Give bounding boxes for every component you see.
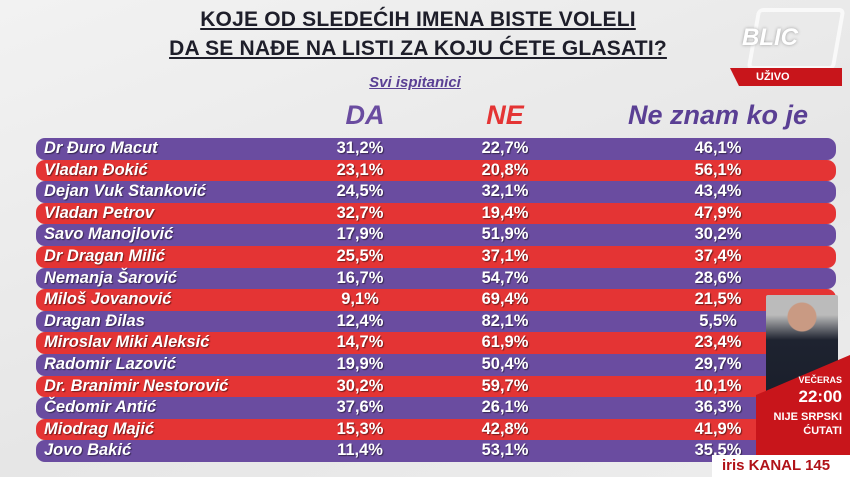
promo-show-line-1: NIJE SRPSKI [773,411,842,423]
ne-znam-value: 30,2% [694,225,742,244]
title-line-2: DA SE NAĐE NA LISTI ZA KOJU ĆETE GLASATI… [169,37,667,60]
results-table: Dr Đuro Macut 31,2% 22,7% 46,1% Vladan Đo… [36,138,836,462]
ne-value: 69,4% [481,290,529,309]
table-row: Vladan Petrov 32,7% 19,4% 47,9% [36,202,836,225]
subtitle: Svi ispitanici [369,74,461,91]
candidate-name: Vladan Petrov [44,203,155,222]
ne-value: 26,1% [481,398,529,417]
table-row: Dr. Branimir Nestorović 30,2% 59,7% 10,1… [36,375,836,398]
column-header-ne: NE [486,100,524,130]
candidate-name: Dr Dragan Milić [44,246,166,265]
candidate-name: Čedomir Antić [44,398,157,417]
promo-label: VEČERAS [798,375,842,385]
table-row: Dr Đuro Macut 31,2% 22,7% 46,1% [36,138,836,160]
table-row: Jovo Bakić 11,4% 53,1% 35,5% [36,440,836,462]
da-value: 11,4% [337,441,383,460]
ne-znam-value: 56,1% [694,160,742,179]
show-promo: VEČERAS 22:00 NIJE SRPSKI ĆUTATI [756,295,850,455]
candidate-name: Dr Đuro Macut [44,139,158,157]
ne-value: 19,4% [481,203,529,222]
table-row: Savo Manojlović 17,9% 51,9% 30,2% [36,224,836,246]
da-value: 31,2% [336,139,384,157]
da-value: 16,7% [336,268,384,287]
candidate-name: Dr. Branimir Nestorović [44,376,229,395]
ne-znam-value: 46,1% [694,139,742,157]
table-row: Miloš Jovanović 9,1% 69,4% 21,5% [36,289,836,311]
candidate-name: Dejan Vuk Stanković [44,182,207,201]
promo-show-line-2: ĆUTATI [803,425,842,437]
da-value: 9,1% [341,290,379,309]
ne-znam-value: 10,1% [694,376,742,395]
da-value: 25,5% [336,246,384,265]
da-value: 17,9% [336,225,384,244]
blic-logo: BLIC [742,24,798,51]
table-row: Miodrag Majić 15,3% 42,8% 41,9% [36,418,836,441]
ne-znam-value: 47,9% [694,203,742,222]
ne-value: 53,1% [481,441,529,460]
da-value: 32,7% [336,203,384,222]
candidate-name: Nemanja Šarović [44,268,177,287]
candidate-name: Miroslav Miki Aleksić [44,333,210,352]
table-row: Radomir Lazović 19,9% 50,4% 29,7% [36,353,836,376]
table-row: Miroslav Miki Aleksić 14,7% 61,9% 23,4% [36,332,836,354]
da-value: 19,9% [336,354,384,373]
ne-value: 20,8% [481,160,529,179]
da-value: 14,7% [336,333,384,352]
da-value: 15,3% [336,419,384,438]
table-row: Čedomir Antić 37,6% 26,1% 36,3% [36,397,836,419]
ne-znam-value: 37,4% [694,246,742,265]
candidate-name: Savo Manojlović [44,225,174,244]
ne-znam-value: 36,3% [694,398,742,417]
ne-value: 54,7% [481,268,529,287]
promo-time: 22:00 [798,387,842,406]
da-value: 23,1% [336,160,384,179]
da-value: 37,6% [336,398,384,417]
live-badge: UŽIVO [730,68,842,86]
table-row: Vladan Đokić 23,1% 20,8% 56,1% [36,159,836,182]
ne-znam-value: 23,4% [694,333,742,352]
ne-znam-value: 35,5% [694,441,742,460]
candidate-name: Miloš Jovanović [44,290,172,309]
ne-value: 51,9% [481,225,529,244]
ne-znam-value: 28,6% [694,268,742,287]
ne-value: 61,9% [481,333,529,352]
channel-bar: iris KANAL 145 [712,455,850,477]
table-row: Dr Dragan Milić 25,5% 37,1% 37,4% [36,245,836,268]
ne-znam-value: 29,7% [694,354,742,373]
da-value: 24,5% [336,182,384,201]
table-row: Dejan Vuk Stanković 24,5% 32,1% 43,4% [36,181,836,203]
ne-value: 82,1% [481,311,529,330]
da-value: 30,2% [336,376,384,395]
table-row: Nemanja Šarović 16,7% 54,7% 28,6% [36,267,836,290]
da-value: 12,4% [336,311,384,330]
candidate-name: Radomir Lazović [44,354,177,373]
ne-znam-value: 21,5% [694,290,742,309]
candidate-name: Dragan Đilas [44,311,145,330]
ne-value: 32,1% [481,182,529,201]
ne-znam-value: 5,5% [699,311,737,330]
column-header-da: DA [345,100,385,130]
candidate-name: Jovo Bakić [44,441,132,460]
ne-value: 50,4% [481,354,529,373]
ne-znam-value: 41,9% [694,419,742,438]
ne-value: 42,8% [481,419,529,438]
table-row: Dragan Đilas 12,4% 82,1% 5,5% [36,310,836,333]
ne-znam-value: 43,4% [694,182,742,201]
candidate-name: Miodrag Majić [44,419,155,438]
ne-value: 22,7% [481,139,529,157]
column-header-ne-znam: Ne znam ko je [627,100,809,130]
candidate-name: Vladan Đokić [44,160,148,179]
ne-value: 37,1% [481,246,529,265]
title-line-1: KOJE OD SLEDEĆIH IMENA BISTE VOLELI [200,8,636,31]
ne-value: 59,7% [481,376,529,395]
